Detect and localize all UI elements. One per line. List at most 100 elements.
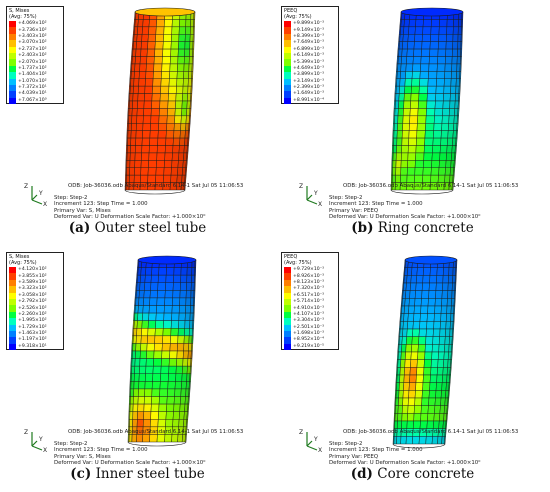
mesh-element: [148, 145, 158, 154]
mesh-element: [428, 63, 438, 72]
mesh-element: [136, 34, 143, 42]
mesh-element: [144, 93, 153, 102]
mesh-element: [150, 282, 159, 291]
mesh-element: [134, 63, 141, 72]
mesh-element: [183, 63, 190, 72]
mesh-element: [138, 373, 146, 382]
mesh-element: [433, 413, 441, 422]
mesh-element: [139, 63, 147, 72]
mesh-element: [403, 26, 410, 35]
mesh-element: [422, 275, 431, 284]
mesh-element: [133, 78, 140, 87]
mesh-element: [445, 48, 453, 57]
mesh-element: [163, 167, 172, 176]
mesh-element: [416, 267, 424, 276]
axis-label-x: X: [43, 447, 47, 452]
mesh-element: [152, 373, 161, 382]
mesh-element: [174, 108, 183, 117]
step-info-block: Step: Step-2 Increment 123: Step Time = 1…: [54, 195, 205, 221]
mesh-element: [399, 374, 405, 383]
mesh-element: [158, 396, 168, 405]
mesh-element: [399, 367, 405, 376]
mesh-element: [404, 85, 412, 94]
mesh-element: [448, 108, 456, 117]
mesh-element: [150, 403, 160, 412]
mesh-element: [175, 85, 184, 94]
bottom-edge: [390, 189, 454, 195]
axis-label-z: Z: [24, 429, 28, 436]
mesh-element: [429, 267, 438, 276]
mesh-element: [429, 275, 438, 284]
legend-row: +9.219×10⁻⁵: [284, 343, 336, 351]
mesh-element: [147, 41, 156, 50]
mesh-element: [456, 115, 459, 124]
mesh-element: [144, 274, 152, 283]
mesh-element: [177, 167, 183, 176]
mesh-element: [444, 56, 453, 65]
mesh-element: [181, 108, 188, 117]
legend-row: +2.737×10²: [9, 46, 61, 53]
mesh-element: [415, 282, 423, 291]
legend-value: +2.399×10⁻³: [293, 85, 324, 91]
mesh-element: [430, 167, 440, 176]
axis-label-z: Z: [299, 183, 303, 190]
mesh-element: [137, 19, 144, 28]
mesh-element: [176, 350, 184, 359]
mesh-element: [455, 130, 458, 139]
mesh-element: [455, 267, 457, 276]
mesh-element: [190, 290, 195, 299]
mesh-element: [165, 130, 175, 139]
mesh-element: [402, 108, 411, 117]
mesh-element: [188, 115, 191, 124]
legend-value: +4.069×10²: [18, 21, 47, 27]
contour-legend: PEEQ (Avg: 75%) +9.899×10⁻³ +9.149×10⁻³ +8.3…: [281, 6, 339, 105]
step-line: Step: Step-2: [329, 441, 363, 447]
mesh-element: [145, 63, 155, 72]
mesh-element: [192, 320, 195, 329]
legend-value: +3.403×10²: [18, 33, 47, 39]
mesh-element: [437, 56, 446, 65]
mesh-element: [185, 19, 191, 28]
primary-var-line: Primary Var: PEEQ: [329, 453, 379, 460]
mesh-element: [423, 359, 432, 368]
mesh-element: [155, 34, 164, 42]
mesh-element: [410, 93, 420, 102]
mesh-element: [406, 420, 414, 429]
mesh-element: [405, 63, 414, 72]
mesh-element: [134, 145, 143, 154]
mesh-element: [129, 174, 135, 183]
mesh-element: [416, 130, 426, 139]
mesh-element: [410, 100, 419, 109]
mesh-element: [175, 365, 183, 374]
mesh-element: [139, 350, 148, 359]
mesh-element: [421, 397, 430, 406]
mesh-element: [143, 297, 151, 306]
mesh-element: [402, 328, 408, 337]
mesh-element: [418, 328, 427, 337]
legend-title: PEEQ: [284, 254, 298, 260]
mesh-element: [161, 56, 171, 65]
legend-row: +8.399×10⁻³: [284, 33, 336, 41]
legend-value: +5.399×10⁻³: [293, 59, 324, 65]
mesh-element: [147, 320, 157, 329]
mesh-element: [191, 56, 194, 65]
mesh-element: [398, 85, 406, 94]
mesh-element: [140, 267, 147, 276]
mesh-element: [132, 396, 139, 405]
mesh-element: [400, 167, 408, 176]
legend-value: +8.399×10⁻³: [293, 33, 324, 39]
mesh-element: [415, 145, 425, 154]
mesh-element: [427, 413, 435, 422]
mesh-element: [138, 71, 147, 79]
mesh-element: [428, 390, 437, 399]
bottom-edge: [127, 441, 187, 447]
mesh-element: [403, 374, 411, 383]
legend-value: +2.526×10²: [18, 305, 47, 311]
mesh-element: [438, 26, 448, 35]
mesh-element: [410, 351, 419, 360]
legend-row: +2.260×10²: [9, 311, 61, 319]
mesh-element: [420, 48, 431, 57]
mesh-element: [438, 34, 447, 42]
legend-value: +8.991×10⁻⁴: [293, 97, 324, 103]
mesh-element: [151, 100, 161, 109]
